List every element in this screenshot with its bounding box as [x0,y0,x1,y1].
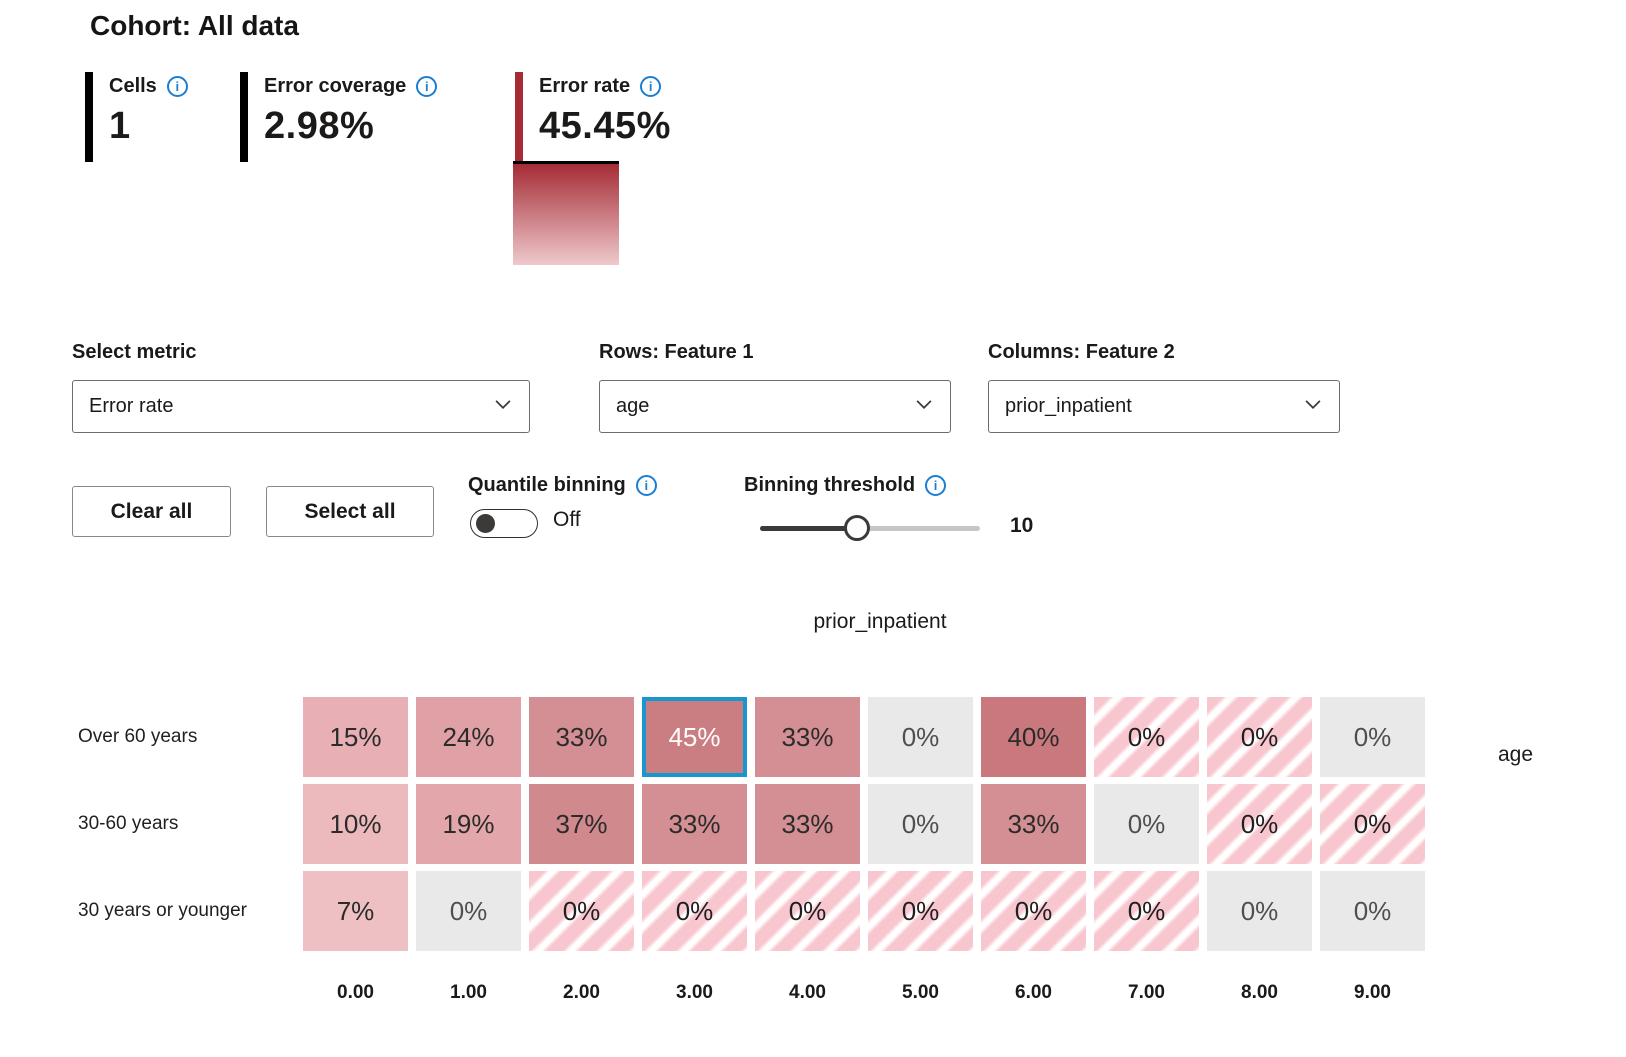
rows-feature-label: Rows: Feature 1 [599,341,754,363]
heatmap-cell[interactable]: 33% [981,784,1086,864]
stat-error-coverage-value: 2.98% [264,105,375,147]
heatmap-col-label: 0.00 [337,982,374,1003]
heatmap-col-label: 1.00 [450,982,487,1003]
heatmap-row-label: Over 60 years [78,726,198,747]
heatmap-cell[interactable]: 0% [416,871,521,951]
heatmap-col-label: 5.00 [902,982,939,1003]
page-title: Cohort: All data [90,10,299,41]
clear-all-button[interactable]: Clear all [72,486,231,537]
heatmap-cell[interactable]: 0% [1320,697,1425,777]
heatmap-col-label: 6.00 [1015,982,1052,1003]
binning-threshold-info-icon[interactable]: i [925,475,947,496]
heatmap-cell[interactable]: 19% [416,784,521,864]
error-rate-info-icon[interactable]: i [640,75,662,97]
binning-threshold-label: Binning threshold [744,474,916,496]
heatmap-cell[interactable]: 0% [1207,697,1312,777]
quantile-binning-state: Off [553,508,581,531]
heatmap-cell[interactable]: 15% [303,697,408,777]
select-all-button[interactable]: Select all [266,486,434,537]
binning-threshold-slider[interactable] [760,515,980,541]
stat-bar [240,72,248,162]
heatmap-cell[interactable]: 37% [529,784,634,864]
heatmap-cell[interactable]: 33% [529,697,634,777]
quantile-binning-label-row: Quantile binning i [468,474,657,497]
chevron-down-icon [1303,394,1323,420]
heatmap-cell[interactable]: 0% [868,871,973,951]
heatmap-col-label: 8.00 [1241,982,1278,1003]
binning-threshold-label-row: Binning threshold i [744,474,947,497]
stat-cells-value: 1 [109,105,131,147]
cols-feature-label: Columns: Feature 2 [988,341,1175,363]
toggle-knob [476,514,495,533]
stat-error-rate-label: Error rate [539,74,631,97]
chevron-down-icon [914,394,934,420]
slider-fill [760,526,857,531]
heatmap-cell[interactable]: 0% [642,871,747,951]
stat-error-rate: Error rate i 45.45% [515,72,671,164]
heatmap-cell[interactable]: 0% [755,871,860,951]
stat-error-rate-value: 45.45% [539,105,671,147]
heatmap-cell[interactable]: 0% [981,871,1086,951]
heatmap-col-label: 4.00 [789,982,826,1003]
heatmap-cell[interactable]: 33% [755,784,860,864]
quantile-binning-toggle[interactable] [470,509,538,538]
stat-bar [85,72,93,162]
stat-error-coverage-label: Error coverage [264,74,407,97]
heatmap-cell[interactable]: 0% [1094,697,1199,777]
rows-feature-dropdown-value: age [616,395,650,417]
cells-info-icon[interactable]: i [166,75,188,97]
heatmap-row-label: 30 years or younger [78,900,247,921]
stat-cells-label: Cells [109,74,157,97]
heatmap-col-label: 9.00 [1354,982,1391,1003]
heatmap-cell[interactable]: 40% [981,697,1086,777]
heatmap-cell[interactable]: 0% [1094,784,1199,864]
slider-knob[interactable] [843,515,870,541]
heatmap-cell[interactable]: 0% [868,784,973,864]
stat-error-coverage: Error coverage i 2.98% [240,72,438,164]
heatmap-cell[interactable]: 0% [1320,871,1425,951]
heatmap-cell[interactable]: 24% [416,697,521,777]
heatmap-cell[interactable]: 0% [868,697,973,777]
error-coverage-info-icon[interactable]: i [416,75,438,97]
heatmap-cell[interactable]: 33% [642,784,747,864]
heatmap-cell[interactable]: 0% [1094,871,1199,951]
error-rate-gradient-legend [513,161,619,265]
cols-feature-dropdown[interactable]: prior_inpatient [988,380,1340,433]
heatmap-cell[interactable]: 7% [303,871,408,951]
heatmap-cell[interactable]: 0% [529,871,634,951]
heatmap-x-axis-label: prior_inpatient [813,610,947,633]
heatmap-cell[interactable]: 0% [1207,871,1312,951]
quantile-binning-info-icon[interactable]: i [635,475,657,496]
binning-threshold-value: 10 [1010,514,1034,537]
heatmap-col-label: 3.00 [676,982,713,1003]
heatmap-col-label: 7.00 [1128,982,1165,1003]
heatmap-cell[interactable]: 45% [642,697,747,777]
metric-dropdown-value: Error rate [89,395,174,417]
stat-cells: Cells i 1 [85,72,188,164]
heatmap-cell[interactable]: 10% [303,784,408,864]
select-metric-label: Select metric [72,341,197,363]
cols-feature-dropdown-value: prior_inpatient [1005,395,1132,417]
rows-feature-dropdown[interactable]: age [599,380,951,433]
quantile-binning-label: Quantile binning [468,474,626,496]
heatmap-cell[interactable]: 33% [755,697,860,777]
chevron-down-icon [493,394,513,420]
heatmap-row-label: 30-60 years [78,813,179,834]
heatmap-col-label: 2.00 [563,982,600,1003]
heatmap-cell[interactable]: 0% [1320,784,1425,864]
slider-track[interactable] [760,526,980,531]
metric-dropdown[interactable]: Error rate [72,380,530,433]
heatmap-y-axis-label: age [1498,743,1534,766]
heatmap-cell[interactable]: 0% [1207,784,1312,864]
stat-bar [515,72,523,162]
